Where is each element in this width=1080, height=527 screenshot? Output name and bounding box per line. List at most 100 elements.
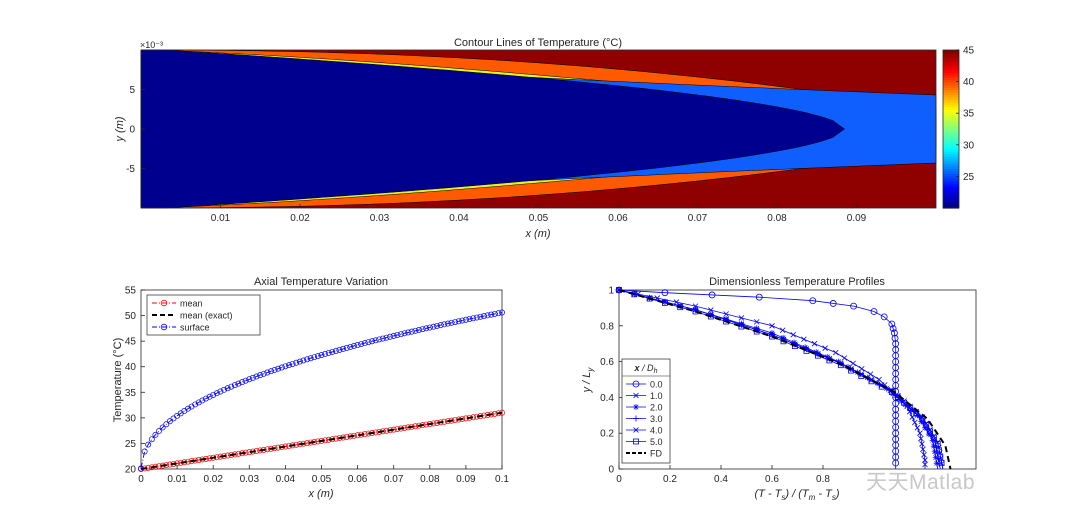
colorbar-segment <box>943 99 959 103</box>
axial-series-line-mean-exact <box>140 411 503 470</box>
axial-marker-surface <box>278 364 285 371</box>
colorbar-segment <box>943 166 959 170</box>
axial-legend-marker <box>160 323 168 331</box>
axial-marker-surface <box>304 356 311 363</box>
axial-marker-surface <box>430 323 437 330</box>
profiles-marker-0-0 <box>809 297 817 305</box>
axial-marker-surface <box>206 393 213 400</box>
axial-panel: Axial Temperature Variation 0 0.01 0.02 0.0… <box>112 276 509 500</box>
profiles-marker-1-0 <box>832 349 839 356</box>
axial-series-line-surface <box>140 312 503 469</box>
colorbar-segment <box>943 114 959 118</box>
contour-y-tick-label: 5 <box>129 85 135 96</box>
axial-marker-surface <box>423 325 430 332</box>
axial-marker-surface <box>235 380 242 387</box>
profiles-marker-5-0 <box>858 373 865 379</box>
axial-marker-surface <box>293 359 300 366</box>
profiles-marker-0-0 <box>888 320 896 328</box>
profiles-marker-1-0 <box>811 340 818 347</box>
profiles-marker-1-0 <box>858 365 865 372</box>
axial-x-tick-label: 0.09 <box>456 474 476 485</box>
axial-marker-surface <box>488 311 495 318</box>
axial-x-tick-label: 0.05 <box>312 474 332 485</box>
axial-marker-surface <box>152 431 159 438</box>
axial-marker-surface <box>434 322 440 329</box>
axial-marker-surface <box>257 372 264 379</box>
colorbar-segment <box>943 101 959 105</box>
axial-marker-surface <box>394 332 401 338</box>
axial-marker-surface <box>228 383 235 390</box>
profiles-legend: x / Dh 0.01.0 2.03.0 4.05.0 FD <box>621 358 671 464</box>
colorbar-segment <box>943 109 959 113</box>
profiles-marker-2-0 <box>835 358 842 365</box>
axial-x-tick-label: 0.1 <box>495 474 509 485</box>
axial-legend-label: mean (exact) <box>180 311 233 321</box>
profiles-marker-2-0 <box>932 454 939 461</box>
profiles-marker-0-0 <box>891 334 899 342</box>
axial-y-tick-label: 20 <box>125 465 137 476</box>
profiles-marker-1-0 <box>921 451 927 458</box>
axial-marker-surface <box>390 332 397 339</box>
profiles-y-tick-label: 0.4 <box>600 393 614 404</box>
axial-marker-surface <box>166 418 173 425</box>
colorbar-segment <box>943 161 959 165</box>
axial-marker-surface <box>296 358 303 365</box>
profiles-marker-1-0 <box>738 315 745 321</box>
profiles-y-tick-label: 0.8 <box>600 321 614 332</box>
axial-x-tick-label: 0.07 <box>384 474 404 485</box>
colorbar-segment <box>943 190 959 194</box>
contour-xlabel: x (m) <box>524 228 550 240</box>
contour-x-ticks: 0.01 0.02 0.03 0.04 0.05 0.06 0.07 0.08 0.09 <box>211 204 867 224</box>
colorbar-segment <box>943 141 959 145</box>
colorbar-segment <box>943 52 959 56</box>
axial-marker-surface <box>354 342 361 348</box>
profiles-series-line-0-0 <box>618 289 897 469</box>
colorbar-segment <box>943 82 959 86</box>
profiles-marker-1-0 <box>822 345 828 351</box>
profiles-legend-marker <box>633 404 639 410</box>
profiles-y-tick-label: 0 <box>608 465 614 476</box>
colorbar-segment <box>943 195 959 199</box>
axial-x-tick-label: 0.04 <box>276 474 296 485</box>
profiles-marker-5-0 <box>837 362 844 369</box>
axial-marker-surface <box>242 377 249 384</box>
axial-x-tick-label: 0.02 <box>203 474 223 485</box>
axial-x-tick-label: 0.06 <box>348 474 368 485</box>
axial-y-tick-label: 40 <box>125 362 137 373</box>
contour-x-tick-label: 0.03 <box>370 213 390 224</box>
colorbar-segment <box>943 104 959 108</box>
contour-x-tick-label: 0.07 <box>688 213 708 224</box>
watermark: 天天Matlab <box>866 471 976 494</box>
profiles-marker-1-0 <box>922 457 928 463</box>
axial-marker-surface <box>286 362 292 369</box>
colorbar-segment <box>943 116 959 120</box>
profiles-legend-marker <box>633 415 639 422</box>
axial-marker-surface <box>275 365 282 372</box>
axial-marker-surface <box>192 401 199 408</box>
profiles-x-tick-label: 0 <box>616 474 622 485</box>
colorbar-segment <box>943 153 959 157</box>
colorbar-segment <box>943 205 959 209</box>
profiles-marker-1-0 <box>867 371 874 377</box>
profiles-marker-5-0 <box>848 367 854 374</box>
profiles-marker-1-0 <box>920 446 926 453</box>
profiles-panel: Dimensionless Temperature Profiles 0 0.2 0… <box>581 276 977 502</box>
contour-fills <box>140 49 937 209</box>
axial-marker-surface <box>195 399 202 406</box>
profiles-plot-area <box>615 286 952 470</box>
profiles-marker-5-0 <box>919 415 926 422</box>
colorbar-tick-label: 40 <box>963 77 975 88</box>
axial-y-tick-label: 45 <box>125 337 137 348</box>
colorbar-segment <box>943 136 959 140</box>
axial-marker-surface <box>264 369 271 376</box>
colorbar-segment <box>943 79 959 83</box>
colorbar-segment <box>943 94 959 98</box>
colorbar-segment <box>943 156 959 160</box>
colorbar-segment <box>943 119 959 123</box>
axial-marker-surface <box>383 334 390 341</box>
profiles-legend-marker <box>633 427 639 433</box>
axial-marker-surface <box>455 318 462 325</box>
colorbar-segment <box>943 170 959 175</box>
colorbar-segment <box>943 146 959 150</box>
